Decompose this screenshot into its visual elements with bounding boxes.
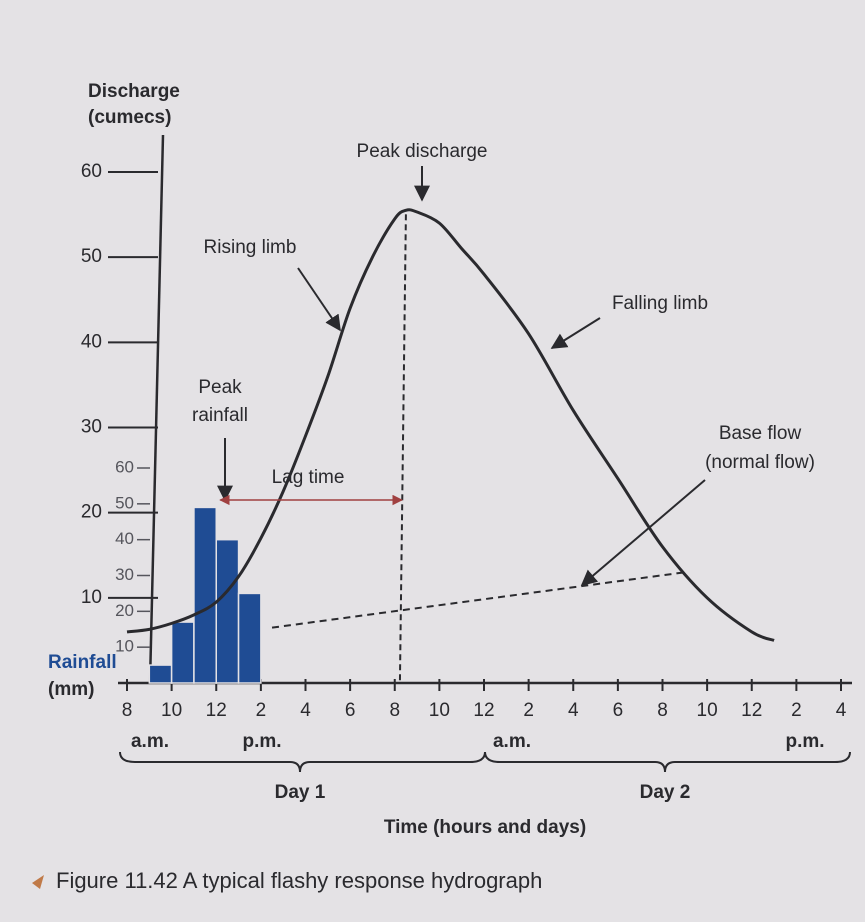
y-tick-label: 60 bbox=[81, 161, 102, 182]
day-brace bbox=[119, 751, 486, 773]
y-axis bbox=[148, 134, 165, 684]
rainfall-bar bbox=[237, 592, 262, 684]
x-tick-label: 2 bbox=[256, 700, 267, 721]
x-tick-label: 8 bbox=[657, 700, 668, 721]
x-tick-label: 2 bbox=[791, 700, 802, 721]
y-axis-label: (cumecs) bbox=[88, 107, 171, 128]
x-tick-label: 4 bbox=[568, 700, 579, 721]
y2-tick-label: 20 bbox=[115, 601, 134, 620]
annotation-arrow bbox=[580, 479, 706, 587]
x-tick-label: 10 bbox=[161, 700, 182, 721]
period-label: p.m. bbox=[785, 731, 824, 752]
annotation: Base flow bbox=[719, 423, 802, 444]
rainfall-bar bbox=[215, 538, 240, 684]
annotation: Peak bbox=[198, 377, 242, 398]
x-tick-label: 12 bbox=[206, 700, 227, 721]
annotation: Lag time bbox=[272, 467, 345, 488]
rainfall-bar bbox=[193, 506, 217, 684]
caption-icon bbox=[32, 875, 44, 889]
x-tick-label: 6 bbox=[345, 700, 356, 721]
day-label: Day 2 bbox=[640, 782, 691, 803]
y2-axis-label: (mm) bbox=[48, 679, 94, 700]
rainfall-bar bbox=[170, 621, 195, 684]
x-tick-label: 4 bbox=[836, 700, 847, 721]
y2-tick-label: 30 bbox=[115, 565, 134, 584]
x-tick-label: 8 bbox=[389, 700, 400, 721]
x-tick-label: 8 bbox=[122, 700, 133, 721]
y2-axis-label: Rainfall bbox=[48, 652, 117, 673]
y2-tick-label: 60 bbox=[115, 457, 134, 476]
x-tick-label: 2 bbox=[523, 700, 534, 721]
annotation-arrow bbox=[550, 317, 601, 349]
peak-line bbox=[398, 214, 407, 684]
period-label: a.m. bbox=[131, 731, 169, 752]
day-label: Day 1 bbox=[275, 782, 326, 803]
base-flow-line bbox=[271, 571, 685, 629]
period-label: p.m. bbox=[242, 731, 281, 752]
x-tick-label: 6 bbox=[613, 700, 624, 721]
y-tick-label: 50 bbox=[81, 246, 102, 267]
annotation: Peak discharge bbox=[357, 141, 488, 162]
x-axis-label: Time (hours and days) bbox=[384, 817, 586, 838]
period-label: a.m. bbox=[493, 731, 531, 752]
y-tick-label: 10 bbox=[81, 587, 102, 608]
y-axis-label: Discharge bbox=[88, 81, 180, 102]
x-tick-label: 10 bbox=[697, 700, 718, 721]
y-tick-label: 20 bbox=[81, 502, 102, 523]
x-tick-label: 12 bbox=[473, 700, 494, 721]
caption: Figure 11.42 A typical flashy response h… bbox=[56, 868, 542, 893]
annotation-arrow bbox=[297, 267, 341, 332]
y2-tick-label: 10 bbox=[115, 637, 134, 656]
x-tick-label: 10 bbox=[429, 700, 450, 721]
day-brace bbox=[484, 751, 851, 773]
y-tick-label: 30 bbox=[81, 417, 102, 438]
annotation: Falling limb bbox=[612, 293, 708, 314]
x-tick-label: 12 bbox=[741, 700, 762, 721]
annotation: (normal flow) bbox=[705, 452, 815, 473]
annotation: Rising limb bbox=[204, 237, 297, 258]
rainfall-bar bbox=[148, 664, 173, 684]
y2-tick-label: 40 bbox=[115, 529, 134, 548]
discharge-line bbox=[126, 208, 775, 642]
x-tick-label: 4 bbox=[300, 700, 311, 721]
y2-tick-label: 50 bbox=[115, 493, 134, 512]
y-tick-label: 40 bbox=[81, 331, 102, 352]
annotation: rainfall bbox=[192, 405, 248, 426]
